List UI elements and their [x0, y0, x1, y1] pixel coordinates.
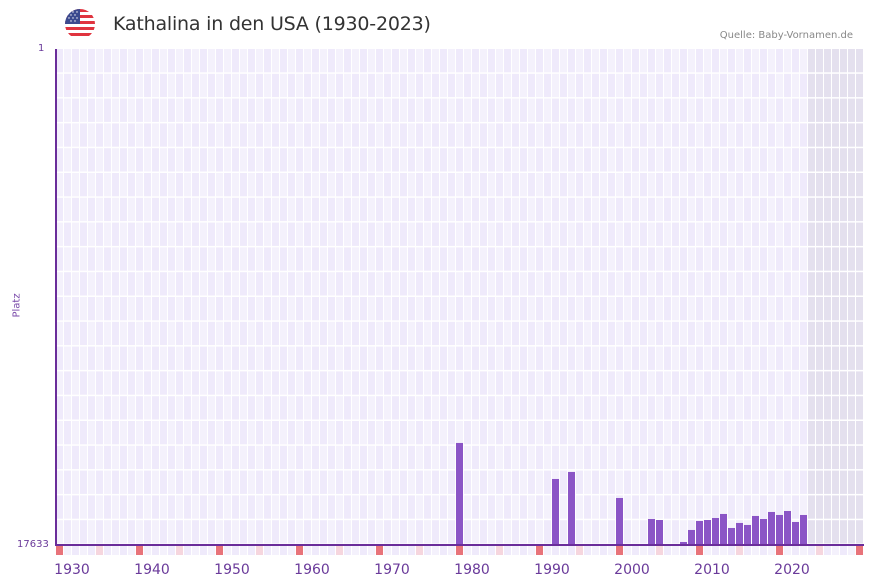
bar-2019[interactable]	[784, 510, 791, 545]
x-axis-label: 2020	[774, 562, 810, 578]
bar-2006[interactable]	[680, 541, 687, 545]
bar-2013[interactable]	[736, 522, 743, 545]
bar-1990[interactable]	[552, 478, 559, 545]
bar-2010[interactable]	[712, 517, 719, 545]
y-axis-line	[55, 49, 57, 546]
x-axis-line	[55, 544, 864, 546]
source-credit: Quelle: Baby-Vornamen.de	[719, 30, 853, 41]
bar-2012[interactable]	[728, 527, 735, 545]
bar-2008[interactable]	[696, 520, 703, 545]
usa-flag-icon	[65, 9, 95, 39]
x-axis-label: 1960	[294, 562, 330, 578]
bar-2011[interactable]	[720, 513, 727, 545]
bar-2017[interactable]	[768, 511, 775, 545]
bar-2020[interactable]	[792, 521, 799, 545]
x-axis-label: 1990	[534, 562, 570, 578]
bar-2021[interactable]	[800, 514, 807, 545]
y-axis-bottom-label: 17633	[17, 539, 49, 550]
y-axis-top-label: 1	[38, 43, 45, 54]
plot-area	[56, 49, 863, 545]
bar-2003[interactable]	[656, 519, 663, 545]
x-axis-label: 1950	[214, 562, 250, 578]
bar-2015[interactable]	[752, 515, 759, 545]
bar-2002[interactable]	[648, 518, 655, 545]
x-axis-label: 1980	[454, 562, 490, 578]
x-axis-label: 1940	[134, 562, 170, 578]
x-axis-label: 1930	[54, 562, 90, 578]
chart-title: Kathalina in den USA (1930-2023)	[113, 13, 431, 35]
bar-2016[interactable]	[760, 518, 767, 545]
bar-1992[interactable]	[568, 471, 575, 545]
bar-2009[interactable]	[704, 519, 711, 545]
year-marker-row	[56, 546, 863, 555]
x-axis-label: 2010	[694, 562, 730, 578]
x-axis-label: 1970	[374, 562, 410, 578]
bar-2007[interactable]	[688, 529, 695, 545]
bar-1998[interactable]	[616, 497, 623, 545]
y-axis-title: Platz	[11, 293, 23, 318]
bar-2018[interactable]	[776, 514, 783, 545]
x-axis-label: 2000	[614, 562, 650, 578]
bar-2014[interactable]	[744, 524, 751, 545]
bar-1978[interactable]	[456, 442, 463, 545]
